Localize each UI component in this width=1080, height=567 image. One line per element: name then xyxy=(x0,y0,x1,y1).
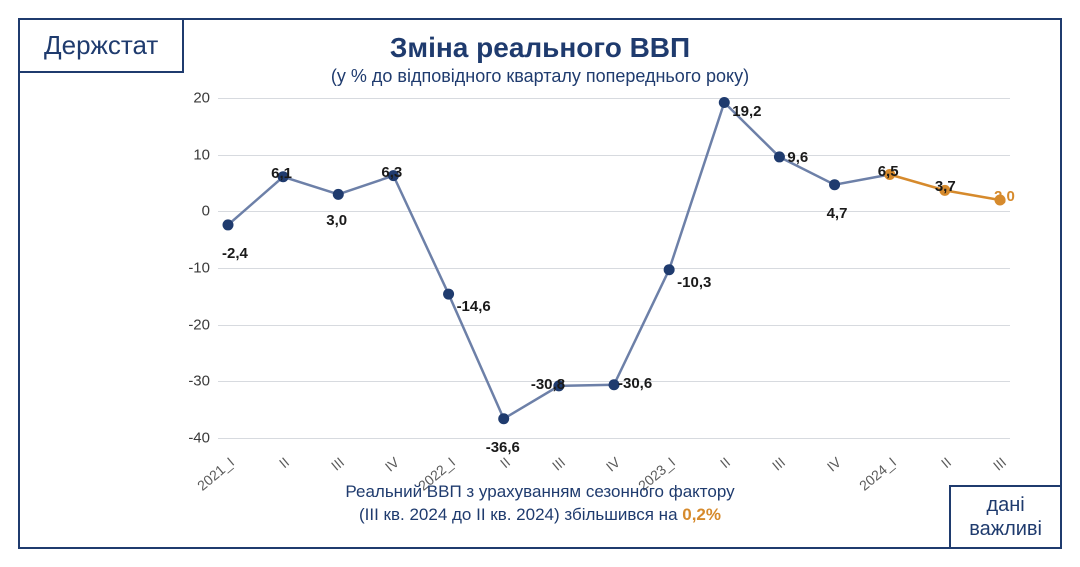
gridline xyxy=(218,438,1010,439)
y-tick-label: -40 xyxy=(166,430,210,447)
value-label: 9,6 xyxy=(787,149,808,166)
footer-accent: 0,2% xyxy=(682,505,721,524)
chart-title: Зміна реального ВВП xyxy=(0,32,1080,64)
value-label: 6,5 xyxy=(878,163,899,180)
y-tick-label: -20 xyxy=(166,316,210,333)
data-point xyxy=(774,151,785,162)
data-point xyxy=(719,97,730,108)
data-point xyxy=(333,189,344,200)
data-point xyxy=(829,179,840,190)
data-point xyxy=(664,264,675,275)
footer-line1: Реальний ВВП з урахуванням сезонного фак… xyxy=(0,481,1080,504)
value-label: -14,6 xyxy=(457,298,491,315)
data-point xyxy=(443,289,454,300)
value-label: 4,7 xyxy=(827,205,848,222)
value-label: 6,3 xyxy=(381,164,402,181)
plot-area: -2,46,13,06,3-14,6-36,6-30,8-30,6-10,319… xyxy=(218,98,1010,438)
value-label: 2,0 xyxy=(994,188,1015,205)
value-label: 6,1 xyxy=(271,165,292,182)
value-label: -30,8 xyxy=(531,376,565,393)
footer-line2-prefix: (ІІІ кв. 2024 до ІІ кв. 2024) збільшився… xyxy=(359,505,682,524)
y-tick-label: -10 xyxy=(166,260,210,277)
value-label: 3,7 xyxy=(935,178,956,195)
data-point xyxy=(223,219,234,230)
value-label: -30,6 xyxy=(618,375,652,392)
y-tick-label: 20 xyxy=(166,90,210,107)
y-tick-label: 10 xyxy=(166,146,210,163)
value-label: -2,4 xyxy=(222,245,248,262)
value-label: 3,0 xyxy=(326,212,347,229)
footer-line2: (ІІІ кв. 2024 до ІІ кв. 2024) збільшився… xyxy=(0,504,1080,527)
data-point xyxy=(498,413,509,424)
y-tick-label: 0 xyxy=(166,203,210,220)
y-tick-label: -30 xyxy=(166,373,210,390)
chart-svg xyxy=(218,98,1010,438)
value-label: 19,2 xyxy=(732,103,761,120)
chart-area: -2,46,13,06,3-14,6-36,6-30,8-30,6-10,319… xyxy=(170,98,1010,438)
footer-note: Реальний ВВП з урахуванням сезонного фак… xyxy=(0,481,1080,527)
chart-subtitle: (у % до відповідного кварталу попередньо… xyxy=(0,66,1080,87)
value-label: -10,3 xyxy=(677,274,711,291)
